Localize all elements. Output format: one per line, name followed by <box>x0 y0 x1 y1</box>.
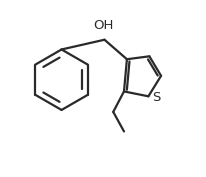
Text: S: S <box>152 91 160 104</box>
Text: OH: OH <box>93 19 113 32</box>
